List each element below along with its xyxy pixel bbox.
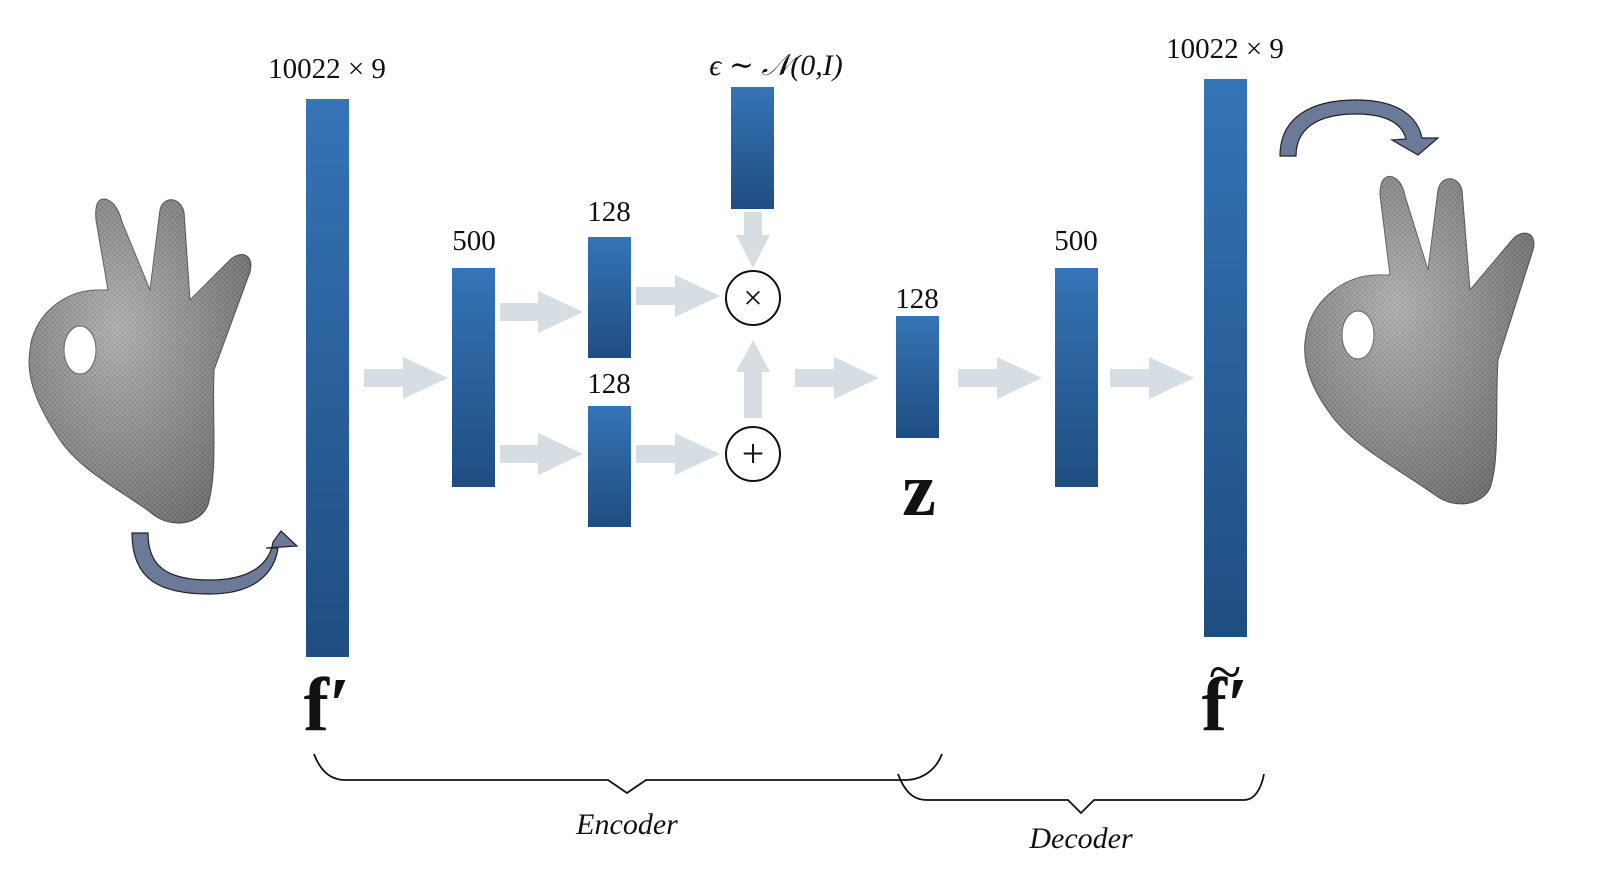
multiply-symbol: × [743, 280, 762, 317]
add-operator: + [725, 426, 781, 482]
encoder-label: Encoder [575, 808, 678, 841]
output-hand-mesh-image [1304, 175, 1535, 505]
arrow-icon [736, 340, 770, 418]
latent-layer [896, 316, 939, 438]
output-layer [1204, 79, 1247, 637]
noise-layer [731, 87, 774, 209]
latent-symbol: z [902, 448, 936, 532]
output-tilde-accent: ~ [1209, 639, 1241, 705]
input-symbol: f′ [304, 663, 351, 747]
arrow-icon [795, 357, 879, 399]
decoder-brace [897, 773, 1265, 815]
decoder-hidden-layer [1055, 268, 1098, 487]
sigma-layer [588, 406, 631, 527]
arrow-icon [500, 433, 583, 475]
curved-arrow-icon [1279, 99, 1440, 157]
curved-arrow-icon [131, 530, 299, 595]
arrow-icon [1110, 357, 1194, 399]
latent-units-label: 128 [895, 283, 939, 315]
output-dims-label: 10022 × 9 [1166, 33, 1284, 65]
flow-arrows [364, 212, 1194, 475]
encoder-hidden-units-label: 500 [452, 225, 496, 257]
output-symbol: f′ [1202, 663, 1249, 747]
encoder-brace [313, 753, 943, 795]
arrow-icon [958, 357, 1042, 399]
arrow-icon [364, 357, 448, 399]
arrow-icon [736, 212, 770, 268]
encoder-hidden-layer [452, 268, 495, 487]
arrow-icon [636, 433, 720, 475]
input-layer [306, 99, 349, 657]
sigma-units-label: 128 [587, 368, 631, 400]
input-hand-mesh-image [28, 198, 252, 524]
arrow-icon [636, 275, 720, 317]
noise-label: ϵ ∼ 𝒩(0,I) [709, 49, 842, 82]
mu-layer [588, 237, 631, 358]
mu-units-label: 128 [587, 196, 631, 228]
arrow-icon [500, 291, 583, 333]
add-symbol: + [742, 431, 765, 476]
decoder-hidden-units-label: 500 [1054, 225, 1098, 257]
multiply-operator: × [725, 270, 781, 326]
input-dims-label: 10022 × 9 [268, 53, 386, 85]
decoder-label: Decoder [1028, 822, 1133, 855]
